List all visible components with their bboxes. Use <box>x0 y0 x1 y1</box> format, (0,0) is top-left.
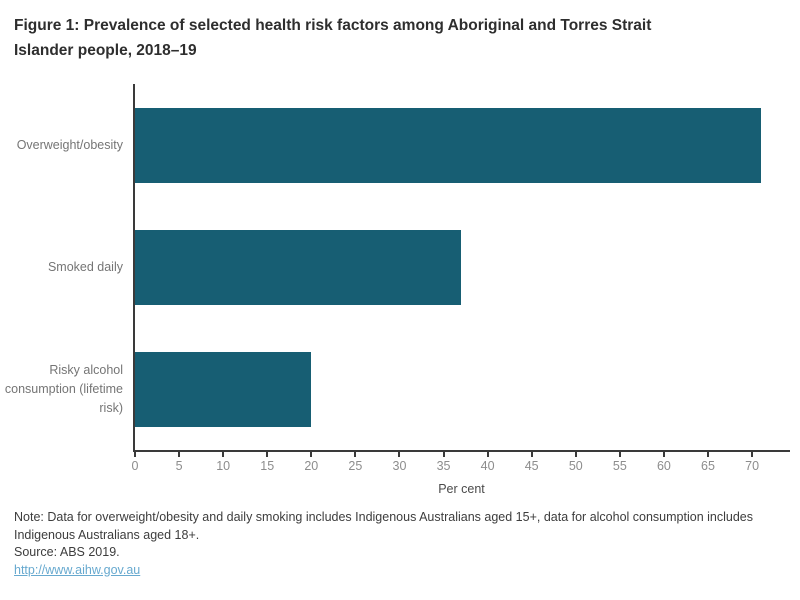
tick-label: 55 <box>612 459 627 473</box>
tick-mark <box>486 452 489 457</box>
tick-mark <box>442 452 445 457</box>
tick-label: 35 <box>436 459 451 473</box>
tick-label: 15 <box>260 459 275 473</box>
note-text: Note: Data for overweight/obesity and da… <box>14 510 753 542</box>
tick-label: 45 <box>524 459 539 473</box>
tick-mark <box>662 452 665 457</box>
plot-area <box>133 84 790 452</box>
source-text: Source: ABS 2019. <box>14 545 120 559</box>
tick-label: 60 <box>656 459 671 473</box>
tick-label: 40 <box>480 459 495 473</box>
tick-mark <box>618 452 621 457</box>
source-link[interactable]: http://www.aihw.gov.au <box>14 562 141 577</box>
bar-smoked-daily <box>135 229 462 305</box>
tick-label: 70 <box>745 459 760 473</box>
y-axis-labels: Overweight/obesity Smoked daily Risky alco… <box>2 84 123 450</box>
tick-label: 10 <box>216 459 231 473</box>
tick-mark <box>354 452 357 457</box>
x-axis: 0 5 10 15 20 25 30 35 40 45 50 55 60 65 70 <box>132 0 790 600</box>
tick-mark <box>398 452 401 457</box>
tick-label: 5 <box>175 459 183 473</box>
tick-mark <box>530 452 533 457</box>
tick-label: 50 <box>568 459 583 473</box>
tick-mark <box>707 452 709 457</box>
tick-mark <box>134 452 136 457</box>
tick-label: 0 <box>131 459 139 473</box>
x-axis-title: Per cent <box>438 482 485 496</box>
tick-mark <box>574 452 577 457</box>
tick-mark <box>310 452 313 457</box>
category-label: Smoked daily <box>47 259 123 274</box>
tick-mark <box>222 452 225 457</box>
tick-label: 30 <box>392 459 407 473</box>
figure-title: Figure 1: Prevalence of selected health … <box>14 17 652 59</box>
bar-risky-alcohol-consumption-lifetime-risk <box>135 351 312 427</box>
tick-mark <box>266 452 269 457</box>
tick-mark <box>751 452 754 457</box>
bar-overweight-obesity <box>135 107 761 183</box>
tick-label: 20 <box>304 459 319 473</box>
tick-label: 25 <box>348 459 363 473</box>
category-label: Overweight/obesity <box>16 137 123 152</box>
tick-mark <box>178 452 181 457</box>
tick-label: 65 <box>701 459 715 473</box>
figure-notes: Note: Data for overweight/obesity and da… <box>14 509 790 579</box>
category-label: Risky alcohol consumption (lifetime risk… <box>4 362 123 415</box>
